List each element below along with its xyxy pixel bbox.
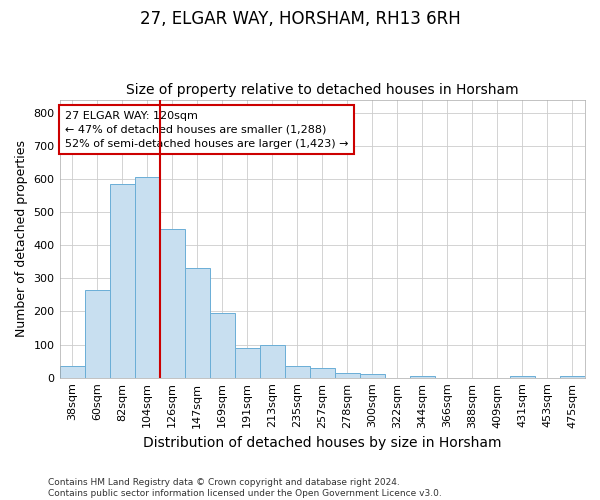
Bar	[110, 184, 134, 378]
Bar	[85, 290, 110, 378]
Title: Size of property relative to detached houses in Horsham: Size of property relative to detached ho…	[126, 83, 518, 97]
Bar	[185, 268, 209, 378]
Bar	[335, 372, 360, 378]
X-axis label: Distribution of detached houses by size in Horsham: Distribution of detached houses by size …	[143, 436, 502, 450]
Text: Contains HM Land Registry data © Crown copyright and database right 2024.
Contai: Contains HM Land Registry data © Crown c…	[48, 478, 442, 498]
Text: 27, ELGAR WAY, HORSHAM, RH13 6RH: 27, ELGAR WAY, HORSHAM, RH13 6RH	[140, 10, 460, 28]
Bar	[360, 374, 385, 378]
Bar	[209, 313, 235, 378]
Bar	[59, 366, 85, 378]
Bar	[560, 376, 585, 378]
Bar	[285, 366, 310, 378]
Text: 27 ELGAR WAY: 120sqm
← 47% of detached houses are smaller (1,288)
52% of semi-de: 27 ELGAR WAY: 120sqm ← 47% of detached h…	[65, 110, 348, 148]
Bar	[510, 376, 535, 378]
Bar	[310, 368, 335, 378]
Y-axis label: Number of detached properties: Number of detached properties	[15, 140, 28, 337]
Bar	[235, 348, 260, 378]
Bar	[160, 228, 185, 378]
Bar	[134, 178, 160, 378]
Bar	[410, 376, 435, 378]
Bar	[260, 344, 285, 378]
